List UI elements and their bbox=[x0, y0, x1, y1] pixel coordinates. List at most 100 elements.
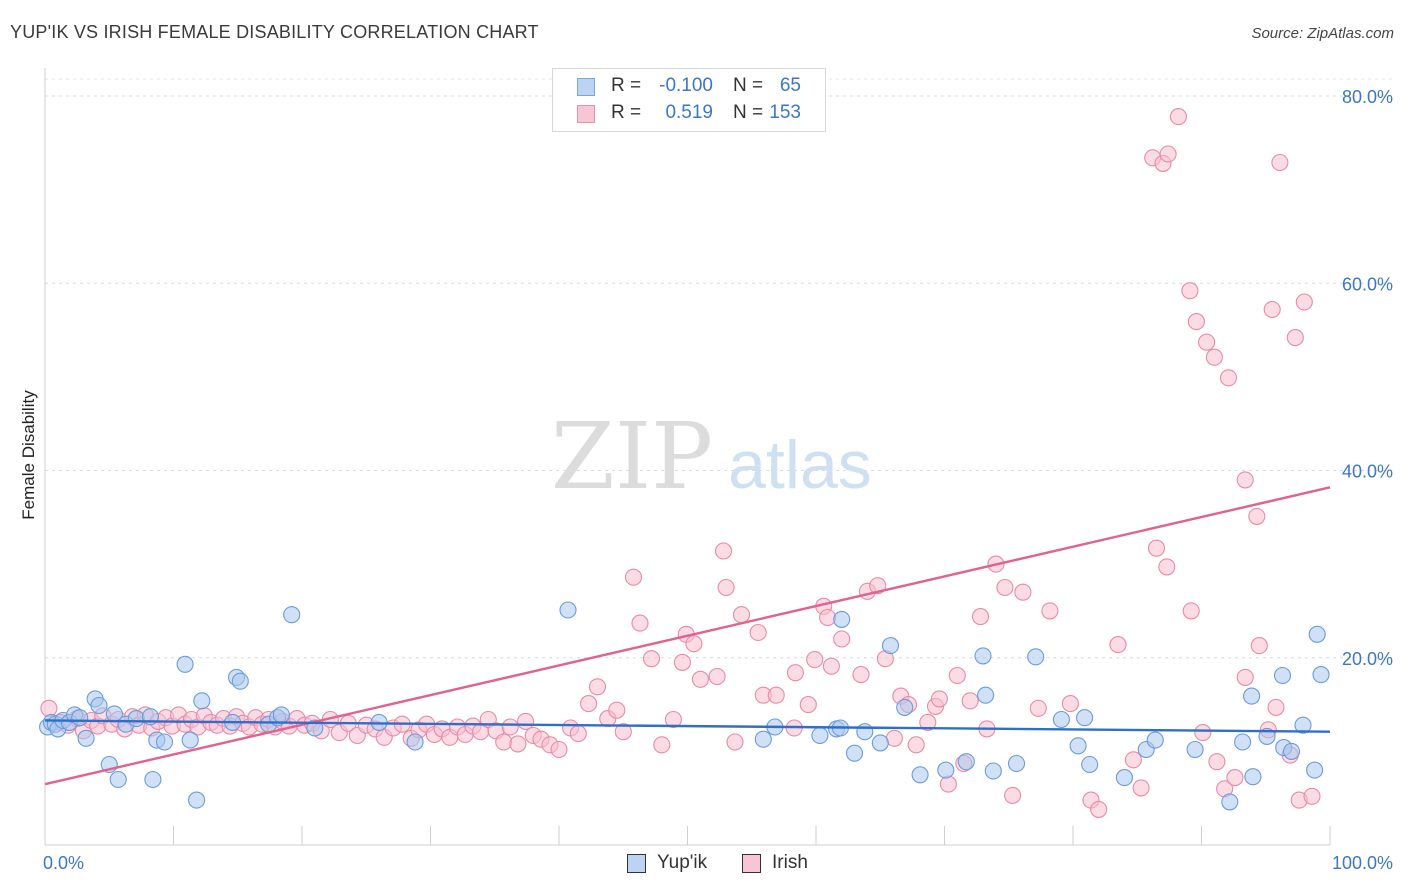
irish-point bbox=[664, 710, 682, 729]
stats-swatch-irish bbox=[577, 105, 595, 123]
yupik-point bbox=[1312, 666, 1330, 684]
source-label: Source: ZipAtlas.com bbox=[1251, 25, 1394, 42]
irish-point bbox=[717, 578, 735, 597]
irish-point bbox=[819, 608, 837, 627]
yupik-point bbox=[1221, 793, 1239, 811]
irish-point bbox=[1181, 282, 1199, 300]
irish-point bbox=[1250, 637, 1268, 655]
irish-point bbox=[948, 666, 966, 685]
irish-trend-line bbox=[44, 486, 1331, 786]
irish-point bbox=[1109, 636, 1127, 654]
yupik-point bbox=[896, 698, 914, 716]
grid-layer bbox=[45, 78, 1395, 659]
r-label: R = bbox=[611, 102, 642, 123]
y-tick-label: 40.0% bbox=[1342, 462, 1393, 482]
yupik-point bbox=[181, 731, 199, 749]
yupik-point bbox=[1146, 731, 1164, 749]
irish-point bbox=[509, 735, 527, 753]
irish-point bbox=[1158, 558, 1176, 576]
irish-point bbox=[732, 606, 751, 624]
irish-point bbox=[1248, 507, 1266, 525]
yupik-point bbox=[1273, 666, 1292, 685]
yupik-point bbox=[188, 791, 206, 809]
yupik-point bbox=[559, 601, 577, 619]
irish-point bbox=[726, 733, 744, 751]
chart-title: YUP'IK VS IRISH FEMALE DISABILITY CORREL… bbox=[10, 22, 539, 42]
irish-point bbox=[708, 667, 726, 686]
irish-point bbox=[1286, 329, 1304, 347]
irish-point bbox=[550, 740, 568, 759]
yupik-point bbox=[1052, 710, 1070, 729]
yupik-point bbox=[1308, 625, 1326, 643]
irish-point bbox=[1004, 786, 1022, 804]
irish-point bbox=[691, 670, 709, 688]
irish-point bbox=[930, 690, 948, 708]
yupik-point bbox=[1258, 727, 1276, 745]
irish-point bbox=[1169, 108, 1187, 126]
yupik-point bbox=[1244, 768, 1262, 786]
irish-point bbox=[786, 664, 804, 682]
yupik-point bbox=[1294, 716, 1312, 734]
y-tick-label: 20.0% bbox=[1342, 649, 1393, 669]
y-tick-label: 60.0% bbox=[1342, 274, 1393, 294]
irish-point bbox=[806, 651, 824, 669]
yupik-point bbox=[193, 692, 211, 710]
yupik-point bbox=[1076, 709, 1094, 727]
irish-point bbox=[1267, 698, 1285, 716]
irish-point bbox=[1147, 539, 1166, 557]
yupik-point bbox=[1027, 648, 1045, 666]
legend-label-irish: Irish bbox=[772, 852, 808, 873]
yupik-point bbox=[90, 696, 108, 715]
yupik-point bbox=[1069, 737, 1087, 755]
n-label: N = bbox=[733, 75, 764, 96]
yupik-point bbox=[977, 686, 995, 704]
yupik-point bbox=[754, 730, 772, 748]
watermark-zip: ZIP bbox=[551, 403, 713, 510]
irish-point bbox=[1194, 724, 1212, 742]
irish-point bbox=[714, 542, 733, 560]
irish-point bbox=[580, 695, 598, 713]
irish-point bbox=[1198, 333, 1216, 351]
irish-point bbox=[40, 699, 58, 717]
irish-point bbox=[919, 713, 937, 731]
yupik-point bbox=[1007, 754, 1026, 773]
yupik-point bbox=[176, 655, 194, 673]
irish-point bbox=[852, 666, 870, 684]
irish-point bbox=[495, 733, 513, 751]
irish-point bbox=[767, 686, 785, 704]
irish-point bbox=[1014, 583, 1032, 601]
yupik-point bbox=[937, 761, 955, 779]
irish-point bbox=[939, 775, 957, 793]
yupik-point bbox=[77, 729, 95, 747]
irish-point bbox=[631, 614, 649, 632]
n-value: 65 bbox=[779, 75, 801, 96]
yupik-point bbox=[1234, 733, 1252, 751]
irish-point bbox=[673, 653, 691, 671]
yupik-point bbox=[1186, 740, 1204, 759]
irish-point bbox=[608, 701, 626, 719]
yupik-point bbox=[833, 610, 851, 628]
n-label: N = bbox=[733, 102, 764, 123]
stats-box: R = -0.100 N = 65 R = 0.519 N = 153 bbox=[552, 68, 826, 132]
irish-point bbox=[1263, 300, 1281, 319]
y-tick-label: 80.0% bbox=[1342, 87, 1393, 107]
watermark: ZIP atlas bbox=[551, 403, 872, 510]
irish-point bbox=[685, 635, 703, 653]
irish-point bbox=[822, 657, 840, 675]
irish-point bbox=[569, 725, 587, 743]
r-value: 0.519 bbox=[665, 102, 713, 123]
irish-point bbox=[1159, 145, 1177, 163]
yupik-point bbox=[1081, 755, 1099, 774]
yupik-point bbox=[127, 710, 145, 728]
irish-point bbox=[1303, 787, 1321, 805]
yupik-point bbox=[1243, 687, 1261, 705]
yupik-point bbox=[911, 766, 929, 784]
yupik-point bbox=[856, 723, 874, 741]
irish-point bbox=[799, 696, 817, 714]
irish-point bbox=[1124, 751, 1142, 769]
n-value: 153 bbox=[769, 102, 801, 123]
stats-swatch-yupik bbox=[577, 78, 595, 96]
yupik-point bbox=[984, 762, 1002, 780]
yupik-point bbox=[144, 770, 162, 789]
